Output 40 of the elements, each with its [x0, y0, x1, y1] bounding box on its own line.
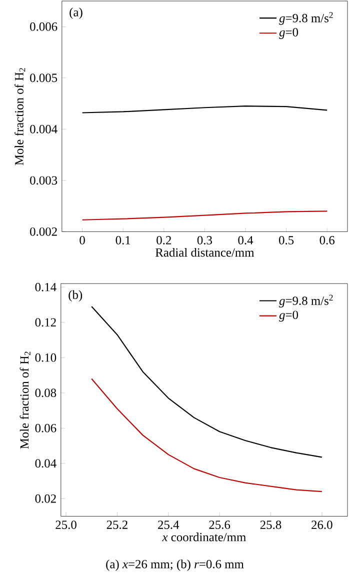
x-tick-label: 0.3: [198, 236, 212, 244]
legend-label: g=0: [279, 28, 298, 39]
x-axis-title: Radial distance/mm: [156, 248, 254, 257]
x-tick-label: 25.6: [209, 520, 230, 530]
x-tick-label: 25.0: [56, 520, 77, 530]
line-series: [82, 106, 328, 114]
y-tick-label: 0.02: [36, 494, 56, 503]
y-tick-label: 0.003: [30, 176, 58, 185]
y-tick-label: 0.08: [36, 388, 56, 398]
line-series: [91, 378, 323, 492]
y-tick-label: 0.004: [30, 124, 58, 134]
text: (a) x=26 mm; (b) r=0.6 mm: [106, 560, 244, 571]
y-tick-label: 0.005: [30, 74, 58, 82]
x-tick-label: 25.4: [158, 520, 180, 530]
y-tick-label: 0.14: [36, 282, 57, 292]
y-tick-label: 0.06: [36, 424, 56, 432]
y-axis-title: Mole fraction of H$_{2}$: [14, 68, 26, 166]
x-tick-label: 0.4: [238, 236, 254, 244]
x-axis-title: x coordinate/mm: [162, 532, 246, 542]
y-tick-label: 0.10: [36, 353, 56, 362]
x-tick-label: 0.2: [156, 236, 172, 244]
x-tick-label: 25.2: [107, 520, 128, 530]
line-series: [91, 306, 323, 458]
x-tick-label: 26.0: [312, 520, 333, 530]
x-tick-label: 0.5: [279, 236, 294, 244]
y-tick-label: 0.12: [36, 318, 56, 327]
x-tick-label: 0: [80, 236, 86, 244]
annotation: (b): [68, 290, 82, 302]
y-tick-label: 0.006: [30, 22, 58, 31]
legend-label: g=9.8 m/s$^{2}$: [279, 12, 334, 25]
legend-label: g=9.8 m/s$^{2}$: [279, 294, 334, 308]
line-series: [82, 210, 328, 220]
legend-label: g=0: [279, 310, 298, 322]
y-tick-label: 0.04: [36, 459, 57, 468]
annotation: (a): [70, 8, 83, 19]
x-tick-label: 25.8: [260, 520, 282, 530]
x-tick-label: 0.6: [320, 236, 335, 244]
x-tick-label: 0.1: [116, 236, 130, 244]
y-tick-label: 0.002: [30, 227, 58, 236]
y-axis-title: Mole fraction of H$_{2}$: [20, 352, 31, 449]
